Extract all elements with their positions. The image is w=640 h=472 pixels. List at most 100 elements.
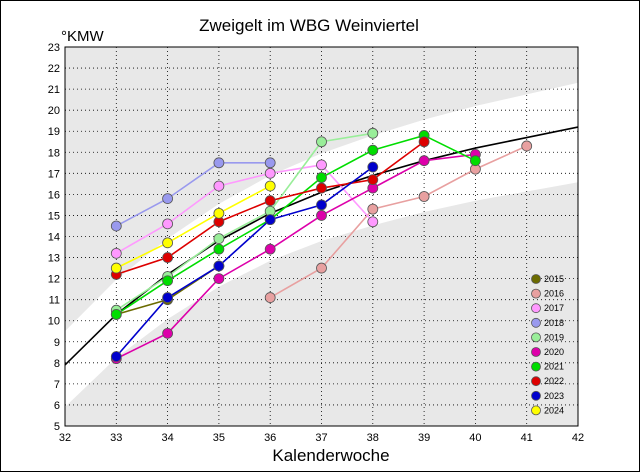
legend-label-2020: 2020	[544, 347, 564, 357]
data-point-2017	[162, 218, 174, 230]
x-tick-label: 41	[521, 432, 533, 444]
y-tick-label: 8	[54, 358, 60, 370]
data-point-2018	[110, 220, 122, 232]
y-tick-label: 6	[54, 400, 60, 412]
y-tick-label: 20	[48, 105, 60, 117]
y-tick-label: 22	[48, 63, 60, 75]
data-point-2018	[264, 157, 276, 169]
data-point-2021	[469, 155, 481, 167]
legend-marker-2022	[531, 376, 541, 387]
y-tick-label: 15	[48, 210, 60, 222]
data-point-2023	[367, 161, 379, 173]
x-tick-label: 37	[315, 432, 327, 444]
data-point-2022	[418, 136, 430, 148]
data-point-2018	[213, 157, 225, 169]
series-line-2021	[115, 134, 476, 316]
legend-marker-2023	[531, 390, 541, 401]
normal-range-band	[65, 82, 578, 408]
data-point-2016	[418, 191, 430, 202]
series-line-2019	[115, 132, 373, 311]
x-axis-label: Kalenderwoche	[272, 446, 389, 465]
data-point-2023	[316, 199, 327, 211]
data-point-2024	[110, 262, 122, 274]
data-point-2019	[316, 136, 327, 148]
legend-marker-2018	[531, 317, 541, 328]
legend-marker-2021	[531, 361, 541, 372]
legend-marker-2019	[531, 332, 541, 343]
data-point-2022	[264, 195, 276, 207]
x-tick-label: 39	[418, 432, 430, 444]
series-line-2020	[115, 153, 476, 360]
data-point-2023	[162, 292, 174, 303]
data-point-2020	[213, 273, 225, 285]
x-tick-label: 35	[213, 432, 225, 444]
data-point-2020	[316, 210, 327, 221]
y-tick-label: 17	[48, 168, 60, 180]
series-line-2023	[115, 166, 374, 358]
y-tick-label: 16	[48, 189, 60, 201]
legend-label-2017: 2017	[544, 303, 564, 313]
legend-marker-2020	[531, 347, 541, 357]
y-tick-label: 12	[48, 274, 60, 286]
y-tick-label: 19	[48, 126, 60, 138]
y-tick-label: 23	[48, 42, 60, 54]
chart-title: Zweigelt im WBG Weinviertel	[199, 16, 419, 35]
legend-label-2021: 2021	[544, 362, 564, 372]
data-point-2022	[316, 182, 327, 194]
x-tick-label: 32	[59, 432, 71, 444]
x-tick-label: 33	[110, 432, 122, 444]
legend-label-2023: 2023	[544, 391, 564, 401]
data-point-2024	[162, 237, 174, 249]
legend-label-2024: 2024	[544, 405, 564, 415]
y-tick-label: 10	[48, 316, 60, 328]
legend-label-2022: 2022	[544, 376, 564, 386]
data-point-2017	[316, 159, 327, 171]
data-point-2017	[367, 216, 379, 228]
data-point-2023	[110, 351, 122, 362]
data-point-2017	[264, 167, 276, 179]
data-point-2024	[213, 207, 225, 219]
data-point-2020	[264, 243, 276, 255]
y-tick-label: 9	[54, 337, 60, 349]
series-line-2018	[115, 162, 271, 227]
legend-marker-2015	[531, 274, 541, 284]
data-point-2021	[367, 144, 379, 156]
data-point-2016	[521, 140, 533, 152]
data-point-2022	[367, 174, 379, 186]
legend-marker-2016	[531, 288, 541, 299]
series-line-2024	[115, 185, 271, 269]
x-tick-label: 34	[161, 432, 173, 444]
legend-marker-2017	[531, 303, 541, 314]
legend-label-2018: 2018	[544, 318, 564, 328]
legend-label-2019: 2019	[544, 332, 564, 342]
series-line-2016	[269, 145, 528, 299]
data-point-2016	[316, 262, 327, 274]
data-point-2017	[110, 247, 122, 259]
data-point-2020	[418, 155, 430, 167]
x-tick-label: 42	[572, 432, 584, 444]
x-tick-label: 36	[264, 432, 276, 444]
data-point-2019	[213, 233, 225, 245]
series-line-2017	[115, 164, 374, 255]
data-point-2023	[264, 214, 276, 226]
y-tick-label: 13	[48, 253, 60, 265]
y-tick-label: 5	[54, 421, 60, 433]
x-tick-label: 40	[469, 432, 481, 444]
data-point-2017	[213, 180, 225, 192]
data-point-2021	[316, 172, 327, 183]
plot-border	[64, 46, 579, 427]
y-tick-label: 18	[48, 147, 60, 159]
legend-label-2015: 2015	[544, 274, 564, 284]
y-tick-label: 21	[48, 84, 60, 96]
data-point-2020	[162, 327, 174, 339]
legend-label-2016: 2016	[544, 289, 564, 299]
data-point-2021	[110, 309, 122, 320]
x-tick-label: 38	[367, 432, 379, 444]
data-point-2023	[213, 260, 225, 272]
data-point-2022	[162, 252, 174, 263]
y-tick-label: 7	[54, 379, 60, 391]
y-tick-label: 11	[49, 295, 60, 307]
y-tick-label: 14	[48, 232, 60, 244]
